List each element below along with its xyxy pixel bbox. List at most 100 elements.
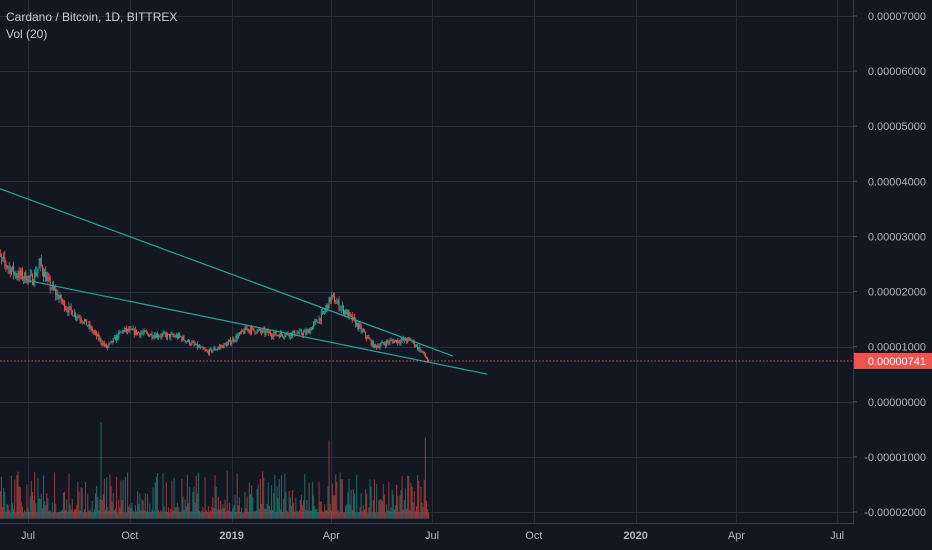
volume-bar [211, 506, 213, 519]
volume-bar [86, 512, 88, 519]
symbol-title[interactable]: Cardano / Bitcoin, 1D, BITTREX [6, 10, 178, 24]
volume-bar [109, 474, 111, 519]
volume-bar [286, 510, 288, 519]
volume-bar [329, 504, 331, 519]
price-axis[interactable]: 0.00007000 0.00006000 0.00005000 0.00004000… [853, 11, 926, 519]
volume-bar [298, 510, 300, 519]
candle-body [128, 328, 130, 332]
candle-body [151, 333, 153, 338]
candle-body [57, 293, 59, 300]
candle-body [139, 332, 141, 336]
x-tick-label: Oct [121, 530, 138, 542]
volume-bar [254, 511, 256, 519]
volume-bar [227, 510, 229, 519]
candle-body [110, 340, 112, 343]
volume-bar [310, 510, 312, 519]
volume-bar [228, 502, 230, 519]
candle-body [267, 330, 269, 334]
volume-bar [93, 509, 95, 519]
x-tick-label: Oct [525, 530, 542, 542]
volume-bar [181, 478, 183, 519]
volume-bar [344, 512, 346, 519]
candle-body [350, 314, 352, 316]
trendlines[interactable] [0, 187, 488, 375]
candle-body [58, 297, 60, 300]
candle-body [342, 305, 344, 314]
volume-bar [255, 510, 257, 519]
candle-body [183, 336, 185, 341]
candle-body [346, 310, 348, 315]
candle-body [325, 308, 327, 312]
volume-bar [102, 494, 104, 519]
candle-body [41, 265, 43, 273]
volume-bar [118, 499, 120, 519]
volume-bar [407, 475, 409, 519]
candle-body [179, 334, 181, 337]
candle-body [391, 340, 393, 341]
volume-bar [115, 476, 118, 519]
volume-bar [137, 491, 139, 519]
candle-body [329, 297, 331, 303]
candle-body [54, 289, 56, 290]
volume-bar [283, 498, 285, 519]
grid-lines [0, 0, 853, 523]
volume-bar [280, 475, 283, 519]
candle-body [211, 348, 213, 352]
volume-bar [366, 493, 368, 519]
volume-bar [317, 512, 319, 519]
candle-body [120, 331, 122, 333]
volume-bar [425, 500, 428, 519]
volume-bar [191, 511, 193, 519]
volume-bar [52, 512, 55, 519]
trendline-upper[interactable] [0, 187, 454, 357]
volume-bar [141, 499, 143, 519]
candle-body [175, 335, 177, 338]
candle-body [403, 338, 405, 341]
candle-body [96, 332, 98, 337]
candle-body [157, 334, 159, 338]
volume-bar [350, 489, 352, 519]
candle-body [309, 328, 311, 334]
volume-bar [149, 503, 151, 519]
candle-body [95, 332, 97, 334]
volume-bar [31, 491, 33, 519]
candle-body [217, 347, 219, 349]
volume-bar [151, 509, 153, 519]
volume-bar [295, 497, 297, 519]
volume-bar [424, 437, 426, 519]
candle-body [386, 341, 388, 346]
volume-bar [263, 477, 265, 519]
volume-bar [363, 509, 366, 519]
volume-bar [174, 507, 176, 519]
candle-body [214, 348, 216, 350]
volume-bar [378, 500, 380, 519]
volume-bar [288, 490, 290, 519]
time-axis[interactable]: Jul Oct 2019 Apr Jul Oct 2020 Apr Jul [21, 530, 844, 542]
candle-body [256, 329, 258, 334]
candle-body [27, 276, 29, 283]
volume-bar [386, 504, 388, 519]
volume-bar [231, 511, 233, 519]
volume-bar [159, 512, 161, 519]
volume-bar [371, 512, 373, 519]
volume-bar [131, 502, 133, 519]
candle-body [171, 333, 173, 335]
volume-bar [223, 508, 225, 519]
volume-bar [144, 493, 146, 519]
volume-indicator-label[interactable]: Vol (20) [6, 27, 48, 41]
volume-bar [100, 422, 102, 519]
volume-bar [122, 479, 124, 519]
volume-bar [232, 508, 234, 519]
volume-bar [348, 479, 350, 519]
volume-bar [399, 495, 401, 519]
candle-body [209, 349, 211, 354]
volume-bar [62, 492, 64, 519]
candle-body [311, 326, 313, 331]
volume-bar [213, 508, 215, 519]
candle-body [173, 335, 175, 337]
volume-bar [5, 511, 7, 519]
trendline-lower[interactable] [27, 279, 488, 375]
candle-body [424, 355, 426, 357]
candle-body [75, 312, 77, 318]
